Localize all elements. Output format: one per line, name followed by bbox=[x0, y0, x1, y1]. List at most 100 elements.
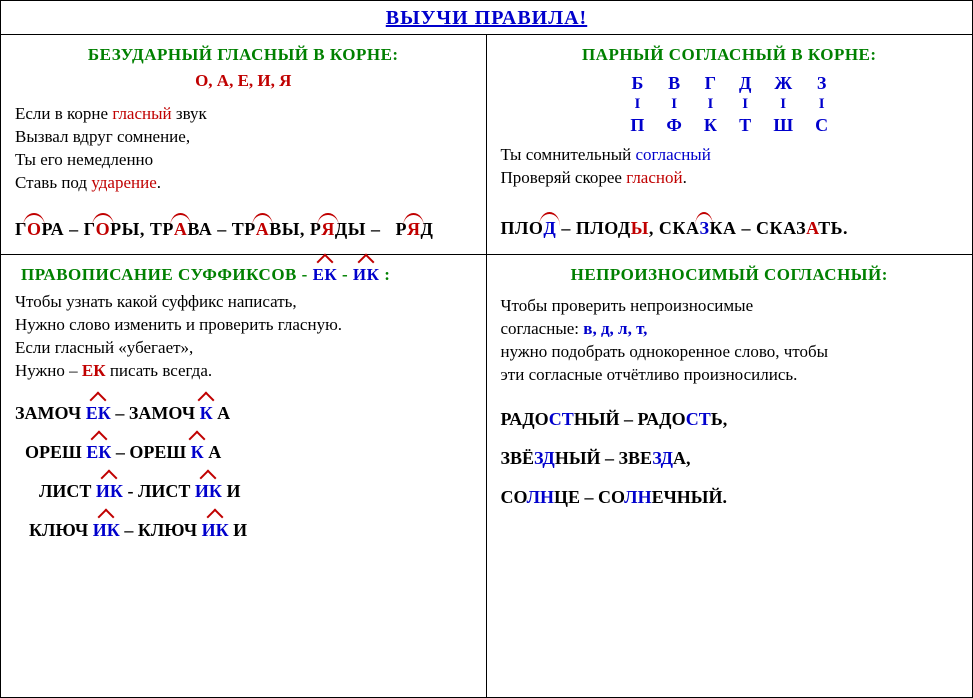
exDc: ТЬ bbox=[818, 218, 843, 238]
q3-hb: ЕК bbox=[313, 265, 338, 285]
x3c: ЦЕ – СО bbox=[554, 487, 624, 507]
q3-l3: Если гласный «убегает», bbox=[15, 338, 193, 357]
q1-l1b: гласный bbox=[112, 104, 171, 123]
p-zh: Ж bbox=[763, 73, 803, 94]
w1b: О bbox=[27, 219, 42, 240]
exAa: ПЛО bbox=[501, 218, 544, 238]
cell-suffix-ek-ik: ПРАВОПИСАНИЕ СУФФИКСОВ - ЕК - ИК : Чтобы… bbox=[1, 255, 487, 697]
q1-heading-green: БЕЗУДАРНЫЙ ГЛАСНЫЙ В КОРНЕ: bbox=[88, 45, 399, 64]
p-t: Т bbox=[729, 115, 761, 136]
q3-l4b: ЕК bbox=[82, 361, 106, 380]
p-k: К bbox=[694, 115, 727, 136]
consonant-pair-table: Б В Г Д Ж З I I I I I I П Ф bbox=[618, 71, 840, 138]
exDa: СКАЗ bbox=[756, 218, 806, 238]
x3e: ЕЧНЫЙ. bbox=[652, 487, 727, 507]
rules-grid: БЕЗУДАРНЫЙ ГЛАСНЫЙ В КОРНЕ: О, А, Е, И, … bbox=[1, 35, 972, 697]
q4-body: Чтобы проверить непроизносимые согласные… bbox=[501, 295, 959, 387]
e2e: А bbox=[204, 442, 222, 462]
worksheet: ВЫУЧИ ПРАВИЛА! БЕЗУДАРНЫЙ ГЛАСНЫЙ В КОРН… bbox=[0, 0, 973, 698]
exBb: Ы bbox=[631, 218, 649, 238]
d1: – bbox=[64, 219, 84, 239]
q3-he: : bbox=[379, 265, 390, 284]
x2a: ЗВЁ bbox=[501, 448, 535, 468]
p-d: Д bbox=[729, 73, 761, 94]
title-row: ВЫУЧИ ПРАВИЛА! bbox=[1, 1, 972, 35]
x1a: РАДО bbox=[501, 409, 549, 429]
q2-examples: ПЛОД – ПЛОДЫ, СКАЗКА – СКАЗАТЬ. bbox=[501, 218, 959, 239]
q2-heading-green: ПАРНЫЙ СОГЛАСНЫЙ В КОРНЕ: bbox=[582, 45, 877, 64]
w5c: ДЫ bbox=[335, 219, 366, 239]
pair-row-ticks: I I I I I I bbox=[620, 96, 838, 113]
q4-heading-green: НЕПРОИЗНОСИМЫЙ СОГЛАСНЫЙ: bbox=[571, 265, 888, 284]
cell-paired-consonant: ПАРНЫЙ СОГЛАСНЫЙ В КОРНЕ: Б В Г Д Ж З I … bbox=[487, 35, 973, 255]
x2b: ЗД bbox=[534, 448, 555, 468]
d2: – bbox=[737, 218, 757, 238]
q4-l1: Чтобы проверить непроизносимые bbox=[501, 296, 754, 315]
x1d: СТ bbox=[686, 409, 711, 429]
q3-ha: ПРАВОПИСАНИЕ СУФФИКСОВ - bbox=[21, 265, 313, 284]
d3: – bbox=[366, 219, 386, 239]
w6b: Я bbox=[407, 219, 421, 240]
c1: , bbox=[140, 219, 150, 239]
cell-silent-consonant: НЕПРОИЗНОСИМЫЙ СОГЛАСНЫЙ: Чтобы проверит… bbox=[487, 255, 973, 697]
q4-l2b: в, д, л, т, bbox=[583, 319, 647, 338]
e2d: – bbox=[111, 442, 129, 462]
q2-l1b: согласный bbox=[635, 145, 710, 164]
q3-heading: ПРАВОПИСАНИЕ СУФФИКСОВ - ЕК - ИК : bbox=[15, 265, 472, 285]
e2a: ОРЕШ bbox=[25, 442, 86, 462]
p-f: Ф bbox=[656, 115, 691, 136]
e3d: - bbox=[123, 481, 138, 501]
e3e: И bbox=[222, 481, 241, 501]
q3-l4a: Нужно – bbox=[15, 361, 82, 380]
exCb: З bbox=[699, 218, 709, 239]
q3-l2: Нужно слово изменить и проверить гласную… bbox=[15, 315, 342, 334]
e1b: ЕК bbox=[86, 403, 111, 424]
q2-l2b: гласной bbox=[626, 168, 682, 187]
q4-heading: НЕПРОИЗНОСИМЫЙ СОГЛАСНЫЙ: bbox=[501, 265, 959, 285]
t3: I bbox=[729, 96, 761, 113]
q3-hd: ИК bbox=[353, 265, 380, 285]
t0: I bbox=[620, 96, 654, 113]
x3d: ЛН bbox=[624, 487, 651, 507]
p-p: П bbox=[620, 115, 654, 136]
q1-l4b: ударение bbox=[91, 173, 156, 192]
c: , bbox=[649, 218, 659, 238]
q3-hc: - bbox=[337, 265, 353, 284]
q1-examples: ГОРА – ГОРЫ, ТРАВА – ТРАВЫ, РЯДЫ – РЯД bbox=[15, 219, 472, 240]
p-b: Б bbox=[620, 73, 654, 94]
p-v: В bbox=[656, 73, 691, 94]
exBa: ПЛОД bbox=[576, 218, 631, 238]
x1e: Ь, bbox=[711, 409, 727, 429]
e1a: ЗАМОЧ bbox=[15, 403, 86, 423]
q2-l2a: Проверяй скорее bbox=[501, 168, 627, 187]
p-s: С bbox=[805, 115, 838, 136]
e2c: ОРЕШ bbox=[129, 442, 190, 462]
e4a: КЛЮЧ bbox=[29, 520, 93, 540]
e3a: ЛИСТ bbox=[39, 481, 96, 501]
e2b: ЕК bbox=[86, 442, 111, 463]
e4d: – bbox=[120, 520, 138, 540]
p-g: Г bbox=[694, 73, 727, 94]
q3-ex2: ОРЕШ ЕК – ОРЕШ К А bbox=[15, 442, 472, 463]
e4e: И bbox=[229, 520, 248, 540]
x2d: ЗД bbox=[652, 448, 673, 468]
q2-heading: ПАРНЫЙ СОГЛАСНЫЙ В КОРНЕ: bbox=[501, 45, 959, 65]
page-title: ВЫУЧИ ПРАВИЛА! bbox=[386, 7, 587, 29]
q4-ex3: СОЛНЦЕ – СОЛНЕЧНЫЙ. bbox=[501, 487, 959, 508]
q2-l1a: Ты сомнительный bbox=[501, 145, 636, 164]
q1-l1c: звук bbox=[172, 104, 207, 123]
q3-ex4: КЛЮЧ ИК – КЛЮЧ ИК И bbox=[15, 520, 472, 541]
w3b: А bbox=[174, 219, 188, 240]
w2c: РЫ bbox=[110, 219, 140, 239]
q1-body: Если в корне гласный звук Вызвал вдруг с… bbox=[15, 103, 472, 195]
t2: I bbox=[694, 96, 727, 113]
exAb: Д bbox=[543, 218, 556, 239]
q3-ex1: ЗАМОЧ ЕК – ЗАМОЧ К А bbox=[15, 403, 472, 424]
w4c: ВЫ bbox=[269, 219, 300, 239]
p: . bbox=[843, 218, 848, 238]
p-z: З bbox=[805, 73, 838, 94]
x2e: А, bbox=[673, 448, 691, 468]
t4: I bbox=[763, 96, 803, 113]
e4dd: ИК bbox=[202, 520, 229, 541]
e1dd: К bbox=[200, 403, 213, 424]
